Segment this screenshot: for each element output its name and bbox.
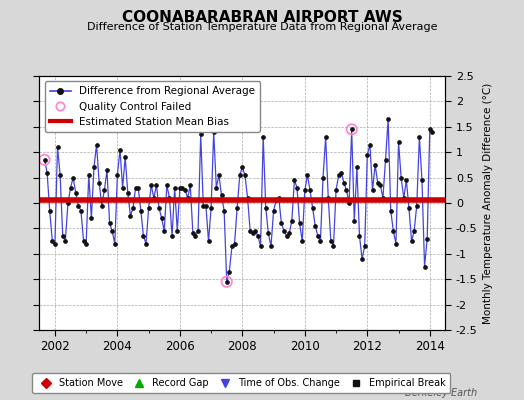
Text: COONABARABRAN AIRPORT AWS: COONABARABRAN AIRPORT AWS [122,10,402,25]
Legend: Station Move, Record Gap, Time of Obs. Change, Empirical Break: Station Move, Record Gap, Time of Obs. C… [31,374,451,393]
Point [347,126,356,132]
Point [40,157,49,163]
Point [223,278,231,285]
Text: Berkeley Earth: Berkeley Earth [405,388,477,398]
Y-axis label: Monthly Temperature Anomaly Difference (°C): Monthly Temperature Anomaly Difference (… [483,82,493,324]
Text: Difference of Station Temperature Data from Regional Average: Difference of Station Temperature Data f… [87,22,437,32]
Legend: Difference from Regional Average, Quality Control Failed, Estimated Station Mean: Difference from Regional Average, Qualit… [45,81,260,132]
